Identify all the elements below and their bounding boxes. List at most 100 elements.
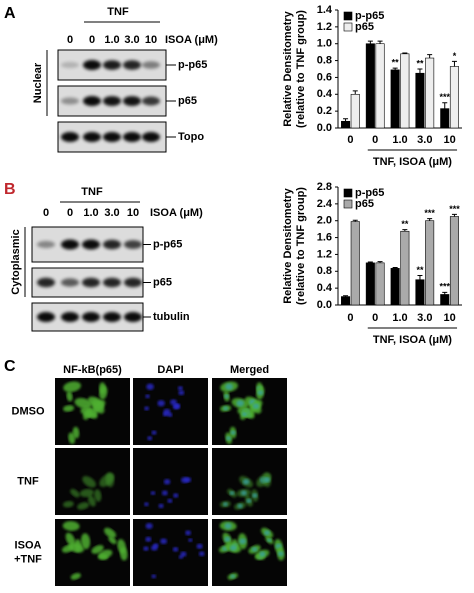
blot-band (142, 132, 160, 142)
error-bar (417, 275, 423, 280)
bar (341, 120, 351, 129)
lane-label: 0 (67, 34, 73, 46)
cell-cytoplasm (77, 502, 90, 510)
cell-cytoplasm (94, 489, 102, 502)
cell-nucleus (239, 538, 247, 545)
cell-cytoplasm (108, 536, 117, 545)
panel-letter: A (4, 5, 16, 22)
dose-label: ISOA (μM) (150, 207, 203, 219)
x-tick-label: 1.0 (392, 134, 407, 146)
lane-label: 10 (127, 207, 139, 219)
legend-swatch (343, 188, 353, 198)
cell-nucleus (229, 545, 237, 551)
blot-band (61, 278, 79, 287)
bar (390, 268, 400, 306)
blot-band (83, 96, 101, 106)
blot-band (61, 239, 79, 250)
cell-nucleus (237, 503, 243, 509)
cell-cytoplasm (66, 391, 73, 402)
treatment-label: TNF (107, 6, 129, 18)
significance-label: ** (416, 265, 424, 275)
row-label: DMSO (12, 405, 45, 417)
error-bar (343, 118, 349, 122)
legend-label: p65 (355, 198, 374, 210)
significance-label: ** (401, 219, 409, 229)
micrograph (133, 519, 208, 586)
bar (365, 43, 375, 129)
y-tick-label: 2.8 (317, 181, 332, 193)
row-label: p65 (153, 276, 172, 288)
y-tick-label: 0.8 (317, 265, 332, 277)
y-tick-label: 0.0 (317, 299, 332, 311)
cell-nucleus (143, 546, 149, 551)
blot-band (37, 277, 55, 288)
x-axis-label: TNF, ISOA (μM) (373, 156, 452, 168)
significance-label: * (453, 51, 457, 61)
cell-nucleus (184, 477, 192, 483)
blot-band (61, 61, 79, 69)
cell-nucleus (224, 394, 229, 399)
x-tick-label: 10 (443, 134, 455, 146)
bar (341, 296, 351, 306)
blot-band (61, 132, 79, 142)
cell-cytoplasm (92, 399, 106, 413)
blot-band (142, 96, 160, 106)
x-tick-label: 0 (347, 312, 353, 324)
bar (449, 216, 459, 306)
x-tick-label: 0 (372, 312, 378, 324)
cell-cytoplasm (79, 488, 94, 498)
bar (415, 279, 425, 306)
lane-label: 3.0 (124, 34, 139, 46)
bar (350, 93, 360, 129)
cell-cytoplasm (82, 476, 96, 488)
lane-label: 3.0 (104, 207, 119, 219)
blot-band (61, 97, 79, 105)
cell-cytoplasm (87, 495, 96, 507)
row-label: ISOA (15, 539, 42, 551)
blot-band (103, 239, 121, 250)
dose-label: ISOA (μM) (165, 34, 218, 46)
cell-nucleus (223, 502, 228, 507)
cell-nucleus (145, 522, 153, 530)
cell-nucleus (169, 399, 177, 406)
cell-nucleus (158, 503, 164, 509)
error-bar (402, 229, 408, 232)
lane-label: 0 (67, 207, 73, 219)
y-tick-label: 0.2 (317, 105, 332, 117)
bar (375, 43, 385, 129)
cell-cytoplasm (62, 405, 75, 412)
cell-nucleus (263, 477, 271, 483)
blot-band (103, 277, 121, 288)
error-bar (402, 52, 408, 54)
cell-cytoplasm (70, 488, 80, 498)
lane-label: 1.0 (83, 207, 98, 219)
column-label: NF-kB(p65) (63, 364, 122, 376)
error-bar (451, 213, 457, 217)
error-bar (343, 295, 349, 297)
error-bar (427, 54, 433, 59)
cell-cytoplasm (119, 547, 128, 561)
error-bar (352, 219, 358, 222)
significance-label: *** (439, 92, 450, 102)
x-tick-label: 1.0 (392, 312, 407, 324)
bar (425, 220, 435, 306)
row-label: +TNF (14, 553, 42, 565)
cell-nucleus (160, 538, 168, 545)
bar (400, 53, 410, 129)
cell-nucleus (259, 551, 266, 557)
cell-nucleus (145, 394, 150, 399)
error-bar (377, 40, 383, 44)
y-tick-label: 0.6 (317, 71, 332, 83)
cell-nucleus (162, 412, 169, 417)
cell-cytoplasm (62, 521, 80, 531)
cell-nucleus (146, 383, 154, 390)
y-tick-label: 0.4 (317, 282, 333, 294)
bar (375, 262, 385, 306)
error-bar (352, 90, 358, 95)
cell-nucleus (224, 522, 232, 530)
cell-nucleus (145, 536, 152, 542)
bar (440, 108, 450, 129)
row-label: TNF (17, 475, 39, 487)
